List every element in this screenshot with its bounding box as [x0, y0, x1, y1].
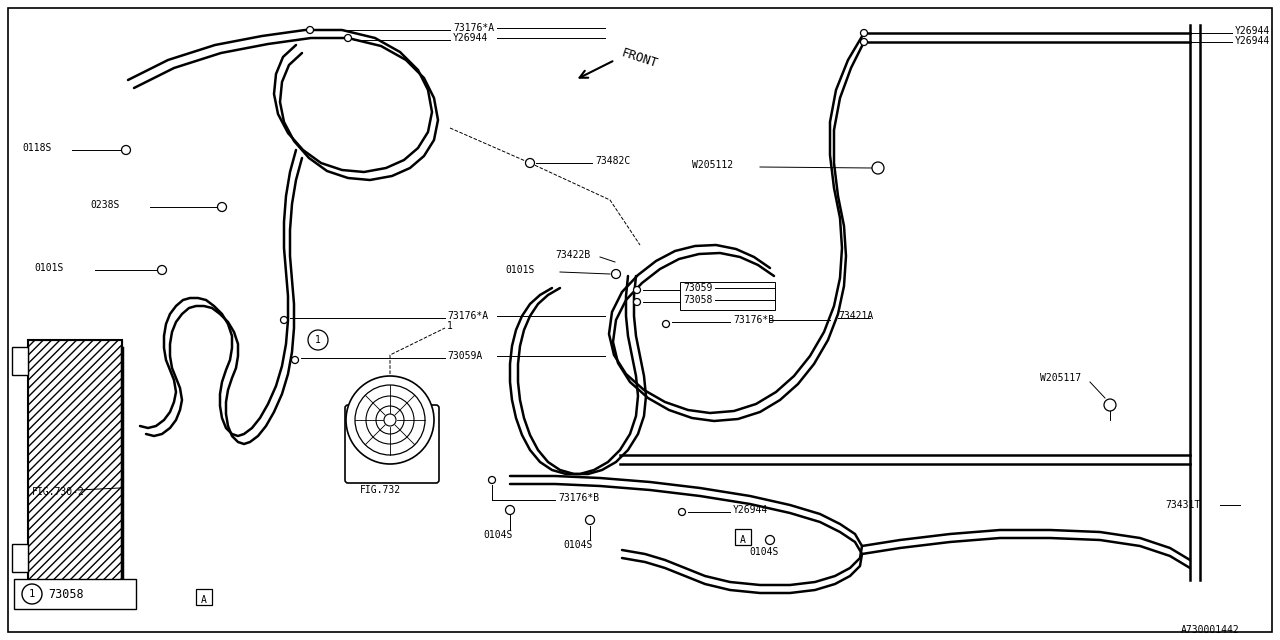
Text: 0118S: 0118S	[22, 143, 51, 153]
Circle shape	[860, 29, 868, 36]
Text: 73422B: 73422B	[556, 250, 590, 260]
Circle shape	[306, 26, 314, 33]
Text: W205112: W205112	[692, 160, 733, 170]
Text: 73421A: 73421A	[838, 311, 873, 321]
Text: W205117: W205117	[1039, 373, 1082, 383]
Text: A730001442: A730001442	[1181, 625, 1240, 635]
Circle shape	[506, 506, 515, 515]
Text: A: A	[740, 535, 746, 545]
Circle shape	[612, 269, 621, 278]
Bar	[28, 340, 122, 592]
FancyBboxPatch shape	[14, 579, 136, 609]
Text: 73059A: 73059A	[447, 351, 483, 361]
Text: 73176*B: 73176*B	[733, 315, 774, 325]
Circle shape	[585, 515, 594, 525]
Text: 73058: 73058	[684, 295, 713, 305]
Text: 1: 1	[315, 335, 321, 345]
Text: Y26944: Y26944	[1235, 36, 1270, 46]
Text: 73059: 73059	[684, 283, 713, 293]
Bar	[28, 340, 122, 592]
Text: 73176*B: 73176*B	[558, 493, 599, 503]
Text: FRONT: FRONT	[620, 46, 659, 70]
Circle shape	[157, 266, 166, 275]
Circle shape	[344, 35, 352, 42]
Bar	[680, 282, 774, 310]
Circle shape	[376, 406, 404, 434]
Circle shape	[218, 202, 227, 211]
Circle shape	[860, 38, 868, 45]
Circle shape	[663, 321, 669, 328]
Text: 73431T: 73431T	[1165, 500, 1201, 510]
Circle shape	[634, 298, 640, 305]
Circle shape	[346, 376, 434, 464]
FancyBboxPatch shape	[196, 589, 212, 605]
Circle shape	[384, 414, 396, 426]
Text: 73482C: 73482C	[595, 156, 630, 166]
Text: 0101S: 0101S	[35, 263, 64, 273]
Text: 0104S: 0104S	[484, 530, 513, 540]
Text: Y26944: Y26944	[453, 33, 488, 43]
Bar	[12, 544, 28, 572]
Text: 1: 1	[447, 321, 453, 331]
Text: 73176*A: 73176*A	[453, 23, 494, 33]
Bar	[12, 347, 28, 375]
Circle shape	[122, 145, 131, 154]
Circle shape	[678, 509, 686, 515]
Circle shape	[292, 356, 298, 364]
Circle shape	[765, 536, 774, 545]
Text: 1: 1	[29, 589, 35, 599]
FancyBboxPatch shape	[735, 529, 751, 545]
Text: A: A	[201, 595, 207, 605]
Circle shape	[308, 330, 328, 350]
Text: FIG.730-2: FIG.730-2	[32, 487, 84, 497]
Circle shape	[872, 162, 884, 174]
Text: 0238S: 0238S	[90, 200, 119, 210]
Text: Y26944: Y26944	[1235, 26, 1270, 36]
Circle shape	[22, 584, 42, 604]
Circle shape	[366, 396, 413, 444]
Circle shape	[634, 287, 640, 294]
Text: 0101S: 0101S	[506, 265, 534, 275]
Text: 0104S: 0104S	[749, 547, 778, 557]
Text: FIG.732: FIG.732	[360, 485, 401, 495]
FancyBboxPatch shape	[346, 405, 439, 483]
Circle shape	[280, 317, 288, 323]
Text: 73058: 73058	[49, 588, 83, 600]
Circle shape	[355, 385, 425, 455]
Text: 0104S: 0104S	[563, 540, 593, 550]
Circle shape	[526, 159, 535, 168]
Text: Y26944: Y26944	[733, 505, 768, 515]
Circle shape	[489, 477, 495, 483]
Text: 73176*A: 73176*A	[447, 311, 488, 321]
Circle shape	[1103, 399, 1116, 411]
